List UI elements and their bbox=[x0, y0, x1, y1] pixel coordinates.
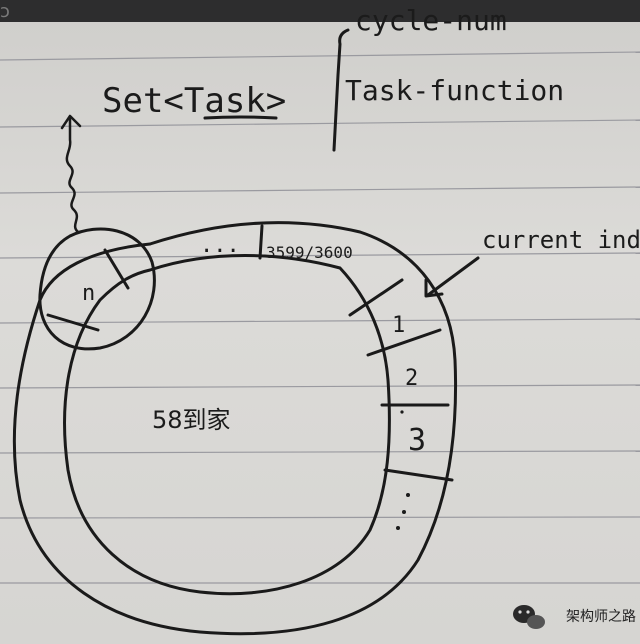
ring-outer-edge bbox=[12, 221, 458, 636]
slot-3599-label: 3599/3600 bbox=[266, 243, 353, 262]
struct-brace bbox=[332, 28, 350, 152]
watermark-text: 架构师之路 bbox=[566, 609, 636, 625]
set-task-label: Set<Task> bbox=[102, 81, 286, 121]
current-index-label: current index bbox=[482, 226, 640, 254]
wechat-icon bbox=[513, 605, 545, 629]
top-edge bbox=[0, 0, 640, 22]
top-edge-mark: ɔ bbox=[0, 1, 10, 22]
center-label: 58到家 bbox=[152, 406, 231, 434]
field-task-function: Task-function bbox=[345, 74, 564, 107]
field-cycle-num: cycle-num bbox=[355, 4, 507, 37]
slot-ellipsis-label: ... bbox=[200, 233, 240, 258]
slot-n-label: n bbox=[82, 281, 95, 306]
current-index-arrow bbox=[426, 256, 480, 297]
link-arrow-head bbox=[60, 114, 82, 130]
slot-dividers bbox=[46, 224, 454, 482]
slot-2-label: 2 bbox=[405, 366, 418, 391]
slot-3-label: 3 bbox=[408, 423, 426, 458]
slot-1-label: 1 bbox=[392, 313, 405, 338]
ruled-lines bbox=[0, 51, 640, 584]
continuation-dots bbox=[396, 410, 410, 530]
ring-inner-edge bbox=[63, 254, 391, 596]
link-arrow-shaft bbox=[65, 116, 80, 234]
slot-n-highlight bbox=[38, 227, 156, 351]
task-underline bbox=[203, 115, 278, 120]
current-index-arrowhead bbox=[424, 278, 444, 298]
